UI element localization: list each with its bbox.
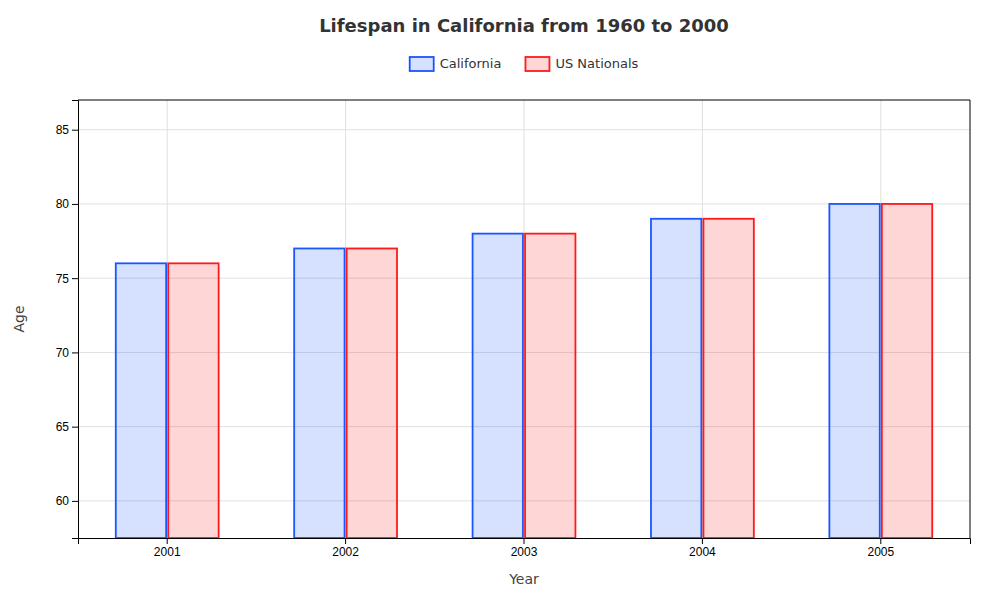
chart-container: 2001 2002 2003 2004 2005 60 65 70 75 80 85 Lifespan… — [0, 0, 1000, 600]
y-tick: 75 — [56, 272, 78, 286]
chart-svg: 2001 2002 2003 2004 2005 60 65 70 75 80 85 Lifespan… — [0, 0, 1000, 600]
plot-frame-top — [78, 100, 970, 101]
x-tick: 2002 — [332, 538, 359, 559]
x-axis-line — [79, 539, 971, 545]
y-tick-mark — [72, 427, 78, 428]
y-tick: 70 — [56, 346, 78, 360]
bar — [473, 234, 523, 538]
legend-swatch — [410, 57, 434, 71]
legend-swatch — [525, 57, 549, 71]
x-axis-title: Year — [508, 571, 539, 587]
bar — [651, 219, 701, 538]
y-tick: 60 — [56, 494, 78, 508]
y-tick-mark — [72, 204, 78, 205]
y-tick-label: 85 — [56, 123, 70, 137]
bar — [882, 204, 932, 538]
legend-item: California — [410, 56, 502, 71]
legend: California US Nationals — [410, 56, 639, 71]
x-tick-label: 2005 — [867, 545, 894, 559]
y-tick-label: 65 — [56, 420, 70, 434]
plot-frame-right — [970, 100, 971, 538]
x-tick-mark — [524, 538, 525, 544]
x-tick: 2004 — [689, 538, 716, 559]
x-tick: 2001 — [154, 538, 181, 559]
y-tick-label: 60 — [56, 494, 70, 508]
bars — [116, 204, 932, 538]
x-tick-label: 2001 — [154, 545, 181, 559]
bar — [294, 248, 344, 538]
grid — [78, 100, 970, 538]
x-axis: 2001 2002 2003 2004 2005 — [79, 538, 971, 559]
bar — [168, 263, 218, 538]
y-tick: 80 — [56, 197, 78, 211]
title: Lifespan in California from 1960 to 2000 — [319, 15, 729, 36]
y-axis-line — [72, 101, 79, 539]
x-tick-label: 2002 — [332, 545, 359, 559]
bar-series — [116, 204, 880, 538]
bar — [525, 234, 575, 538]
bar — [829, 204, 879, 538]
x-tick-mark — [167, 538, 168, 544]
x-tick-mark — [880, 538, 881, 544]
legend-label: California — [440, 56, 502, 71]
y-tick-label: 75 — [56, 272, 70, 286]
y-axis-title: Age — [11, 305, 27, 332]
x-tick-mark — [702, 538, 703, 544]
legend-item: US Nationals — [525, 56, 638, 71]
bar — [347, 248, 397, 538]
y-tick-label: 80 — [56, 197, 70, 211]
bar-series — [168, 204, 932, 538]
x-tick-mark — [345, 538, 346, 544]
y-tick-mark — [72, 501, 78, 502]
y-tick-mark — [72, 278, 78, 279]
y-tick-mark — [72, 352, 78, 353]
legend-label: US Nationals — [555, 56, 638, 71]
bar — [116, 263, 166, 538]
y-tick-mark — [72, 130, 78, 131]
x-tick-label: 2003 — [511, 545, 538, 559]
y-axis: 60 65 70 75 80 85 — [56, 101, 79, 539]
bar — [703, 219, 753, 538]
y-tick: 85 — [56, 123, 78, 137]
x-tick-label: 2004 — [689, 545, 716, 559]
x-tick: 2003 — [511, 538, 538, 559]
x-tick: 2005 — [867, 538, 894, 559]
y-tick: 65 — [56, 420, 78, 434]
y-tick-label: 70 — [56, 346, 70, 360]
